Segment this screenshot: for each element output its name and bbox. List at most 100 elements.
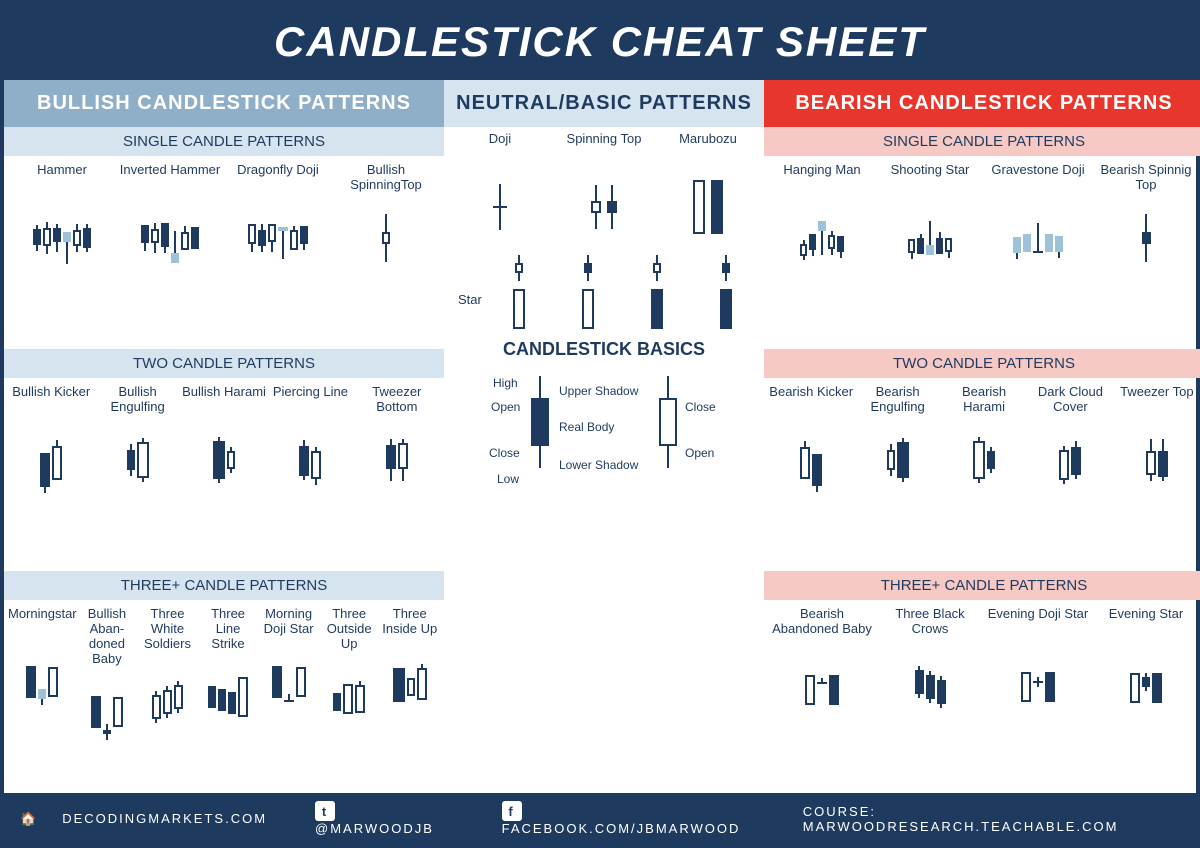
pattern-label: Bullish Aban-doned Baby [77, 606, 138, 666]
bull-single-header: SINGLE CANDLE PATTERNS [4, 127, 444, 156]
pattern-label: Bearish Abandoned Baby [768, 606, 876, 636]
bear-single-row: Hanging Man Shooting Star Gravestone Doj… [764, 156, 1200, 349]
pattern-label: Three Line Strike [198, 606, 259, 651]
pattern-label: Spinning Top [567, 131, 642, 161]
pattern-label: Three Inside Up [379, 606, 440, 636]
pattern-bullish-kicker: Bullish Kicker [8, 384, 94, 565]
pattern-label: Hanging Man [783, 162, 860, 192]
bull-three-header: THREE+ CANDLE PATTERNS [4, 571, 444, 600]
pattern-label: Doji [489, 131, 511, 161]
footer-course: COURSE: MARWOODRESEARCH.TEACHABLE.COM [803, 804, 1180, 834]
basics-real-label: Real Body [559, 420, 614, 434]
facebook-icon: f [502, 801, 522, 821]
bull-single-row: Hammer Inverted Hammer Dragonfly [4, 156, 444, 349]
neutral-column: NEUTRAL/BASIC PATTERNS Doji Spinning Top… [444, 80, 764, 793]
pattern-marubozu: Marubozu [656, 131, 760, 247]
pattern-doji: Doji [448, 131, 552, 247]
bearish-header: BEARISH CANDLESTICK PATTERNS [764, 80, 1200, 127]
twitter-icon: t [315, 801, 335, 821]
bear-two-row: Bearish Kicker Bearish Engulfing Bearish… [764, 378, 1200, 571]
pattern-bullish-abandoned-baby: Bullish Aban-doned Baby [77, 606, 138, 787]
bear-two-header: TWO CANDLE PATTERNS [764, 349, 1200, 378]
basics-open2-label: Open [685, 446, 714, 460]
pattern-label: Three Outside Up [319, 606, 380, 651]
neutral-top-row: Doji Spinning Top Marubozu [444, 127, 764, 251]
basics-high-label: High [493, 376, 518, 390]
pattern-label: Bullish Engulfing [94, 384, 180, 414]
home-icon: 🏠 [20, 811, 38, 827]
pattern-hanging-man: Hanging Man [768, 162, 876, 343]
pattern-label: Three Black Crows [876, 606, 984, 636]
pattern-three-white-soldiers: Three White Soldiers [137, 606, 198, 787]
bull-two-row: Bullish Kicker Bullish Engulfing Bullish… [4, 378, 444, 571]
pattern-label: Inverted Hammer [120, 162, 220, 192]
pattern-label: Bullish Harami [182, 384, 266, 414]
pattern-label: Bearish Harami [941, 384, 1027, 414]
footer-twitter: @MARWOODJB [315, 821, 434, 836]
bullish-column: BULLISH CANDLESTICK PATTERNS SINGLE CAND… [4, 80, 444, 793]
basics-lower-label: Lower Shadow [559, 458, 638, 472]
pattern-bullish-spinningtop: Bullish SpinningTop [332, 162, 440, 343]
star-label: Star [458, 292, 482, 307]
pattern-piercing-line: Piercing Line [267, 384, 353, 565]
pattern-label: Morningstar [8, 606, 77, 636]
pattern-three-line-strike: Three Line Strike [198, 606, 259, 787]
pattern-bearish-abandoned-baby: Bearish Abandoned Baby [768, 606, 876, 787]
pattern-bullish-engulfing: Bullish Engulfing [94, 384, 180, 565]
footer: 🏠 DECODINGMARKETS.COM t@MARWOODJB fFACEB… [4, 793, 1196, 844]
pattern-inverted-hammer: Inverted Hammer [116, 162, 224, 343]
bull-two-header: TWO CANDLE PATTERNS [4, 349, 444, 378]
pattern-bearish-engulfing: Bearish Engulfing [854, 384, 940, 565]
pattern-label: Three White Soldiers [137, 606, 198, 651]
basics-upper-label: Upper Shadow [559, 384, 638, 398]
bear-three-header: THREE+ CANDLE PATTERNS [764, 571, 1200, 600]
pattern-shooting-star: Shooting Star [876, 162, 984, 343]
pattern-bearish-harami: Bearish Harami [941, 384, 1027, 565]
pattern-label: Tweezer Top [1120, 384, 1193, 414]
pattern-dragonfly-doji: Dragonfly Doji [224, 162, 332, 343]
main-grid: BULLISH CANDLESTICK PATTERNS SINGLE CAND… [4, 80, 1196, 793]
bear-single-header: SINGLE CANDLE PATTERNS [764, 127, 1200, 156]
neutral-header: NEUTRAL/BASIC PATTERNS [444, 80, 764, 127]
pattern-bullish-harami: Bullish Harami [181, 384, 267, 565]
pattern-label: Dragonfly Doji [237, 162, 319, 192]
pattern-label: Bearish Spinnig Top [1092, 162, 1200, 192]
page-title: CANDLESTICK CHEAT SHEET [4, 4, 1196, 80]
pattern-evening-star: Evening Star [1092, 606, 1200, 787]
pattern-label: Bullish SpinningTop [332, 162, 440, 192]
pattern-hammer: Hammer [8, 162, 116, 343]
basics-header: CANDLESTICK BASICS [444, 333, 764, 366]
neutral-star-row: Star [444, 251, 764, 333]
basics-close-label: Close [489, 446, 520, 460]
pattern-evening-doji-star: Evening Doji Star [984, 606, 1092, 787]
pattern-three-black-crows: Three Black Crows [876, 606, 984, 787]
pattern-three-outside-up: Three Outside Up [319, 606, 380, 787]
basics-low-label: Low [497, 472, 519, 486]
pattern-bearish-spinning-top: Bearish Spinnig Top [1092, 162, 1200, 343]
pattern-label: Marubozu [679, 131, 737, 161]
pattern-dark-cloud-cover: Dark Cloud Cover [1027, 384, 1113, 565]
pattern-morning-doji-star: Morning Doji Star [258, 606, 319, 787]
pattern-label: Piercing Line [273, 384, 348, 414]
pattern-label: Gravestone Doji [991, 162, 1084, 192]
pattern-label: Evening Doji Star [988, 606, 1088, 636]
footer-facebook: FACEBOOK.COM/JBMARWOOD [502, 821, 741, 836]
basics-close2-label: Close [685, 400, 716, 414]
pattern-label: Bearish Engulfing [854, 384, 940, 414]
pattern-label: Hammer [37, 162, 87, 192]
pattern-label: Morning Doji Star [258, 606, 319, 636]
pattern-label: Shooting Star [891, 162, 970, 192]
pattern-label: Tweezer Bottom [354, 384, 440, 414]
bear-three-row: Bearish Abandoned Baby Three Black Crows… [764, 600, 1200, 793]
pattern-label: Bearish Kicker [769, 384, 853, 414]
pattern-tweezer-top: Tweezer Top [1114, 384, 1200, 565]
bull-three-row: Morningstar Bullish Aban-doned Baby Thre… [4, 600, 444, 793]
footer-site: DECODINGMARKETS.COM [62, 811, 267, 826]
pattern-label: Bullish Kicker [12, 384, 90, 414]
basics-diagram: High Open Close Low Upper Shadow Real Bo… [444, 366, 764, 616]
pattern-label: Evening Star [1109, 606, 1183, 636]
pattern-morningstar: Morningstar [8, 606, 77, 787]
bearish-column: BEARISH CANDLESTICK PATTERNS SINGLE CAND… [764, 80, 1200, 793]
pattern-bearish-kicker: Bearish Kicker [768, 384, 854, 565]
pattern-spinning-top: Spinning Top [552, 131, 656, 247]
